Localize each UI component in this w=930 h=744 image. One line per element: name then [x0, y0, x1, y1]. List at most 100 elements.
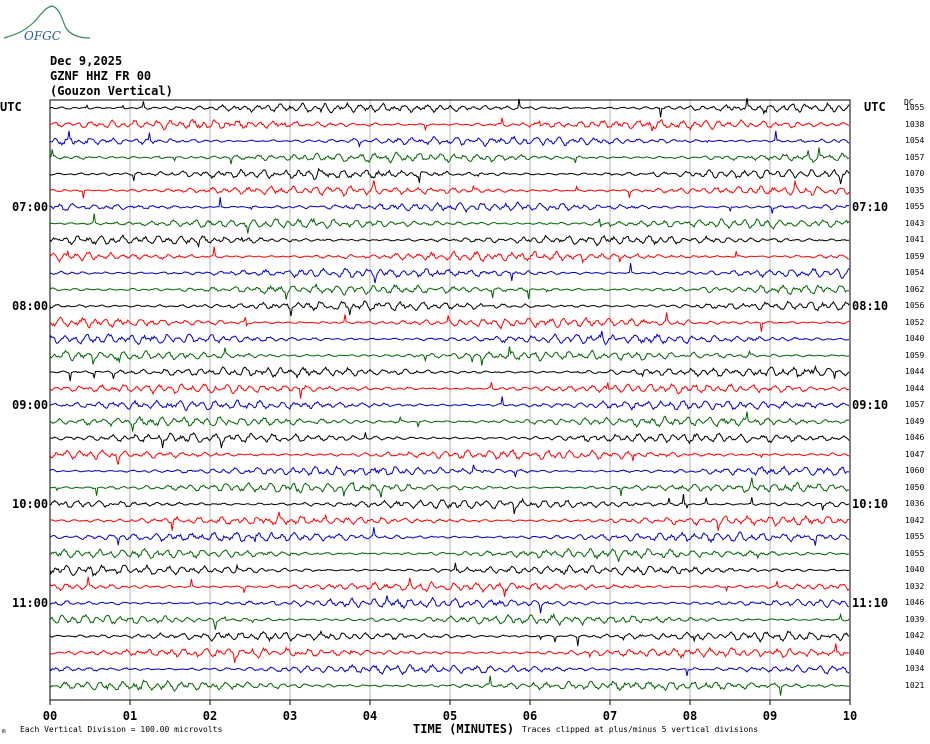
- trace-dc-value: 1040: [905, 565, 925, 575]
- trace-line: [49, 130, 850, 149]
- trace-dc-value: 1055: [905, 532, 925, 542]
- trace-dc-value: 1046: [905, 433, 925, 443]
- trace-line: [49, 196, 850, 214]
- trace-line: [49, 234, 850, 249]
- trace-dc-value: 1052: [905, 317, 925, 327]
- trace-dc-value: 1047: [905, 449, 925, 459]
- left-time-label: 11:00: [12, 596, 49, 611]
- clipping-note: Traces clipped at plus/minus 5 vertical …: [522, 725, 759, 734]
- ofgc-logo: OFGC: [3, 5, 90, 43]
- x-tick-label: 00: [42, 709, 58, 723]
- trace-dc-value: 1054: [905, 268, 925, 278]
- right-time-label: 10:10: [852, 497, 889, 512]
- trace-dc-value: 1042: [905, 631, 925, 641]
- trace-dc-value: 1021: [905, 680, 925, 690]
- division-note: Each Vertical Division = 100.00 microvol…: [20, 725, 223, 734]
- logo-mountain: [3, 5, 90, 39]
- trace-dc-value: 1032: [905, 581, 925, 591]
- x-tick-label: 09: [762, 709, 778, 723]
- trace-line: [49, 180, 850, 199]
- trace-line: [49, 167, 850, 185]
- trace-dc-value: 1050: [905, 482, 925, 492]
- trace-dc-value: 1040: [905, 334, 925, 344]
- trace-dc-value: 1038: [905, 119, 925, 129]
- header-station: GZNF HHZ FR 00: [50, 69, 152, 83]
- logo-text: OFGC: [24, 29, 61, 43]
- trace-dc-value: 1049: [905, 416, 925, 426]
- trace-dc-value: 1055: [905, 548, 925, 558]
- trace-line: [49, 213, 850, 234]
- trace-dc-value: 1060: [905, 466, 925, 476]
- trace-dc-value: 1046: [905, 598, 925, 608]
- trace-dc-value: 1055: [905, 202, 925, 212]
- trace-line: [49, 547, 850, 562]
- trace-line: [49, 629, 850, 647]
- header-location: (Gouzon Vertical): [50, 84, 173, 98]
- x-axis-title: TIME (MINUTES): [413, 722, 515, 736]
- trace-dc-value: 1059: [905, 350, 925, 360]
- trace-dc-value: 1035: [905, 185, 925, 195]
- trace-dc-value: 1040: [905, 647, 925, 657]
- trace-line: [49, 147, 850, 165]
- right-time-label: 11:10: [852, 596, 889, 611]
- trace-dc-value: 1055: [905, 103, 925, 112]
- left-time-label: 09:00: [12, 398, 49, 413]
- trace-dc-value: 1039: [905, 614, 925, 624]
- trace-line: [49, 663, 850, 676]
- trace-line: [49, 382, 850, 399]
- right-time-label: 07:10: [852, 200, 889, 215]
- trace-line: [49, 411, 850, 432]
- trace-line: [49, 300, 850, 317]
- trace-line: [49, 432, 850, 449]
- x-tick-label: 04: [362, 709, 378, 723]
- trace-line: [50, 396, 850, 411]
- trace-dc-value: 1034: [905, 664, 925, 674]
- trace-line: [49, 364, 850, 382]
- trace-line: [49, 675, 850, 696]
- trace-line: [49, 346, 850, 366]
- trace-line: [49, 643, 850, 663]
- trace-line: [49, 464, 850, 478]
- trace-line: [49, 576, 850, 597]
- trace-dc-value: 1044: [905, 383, 925, 393]
- trace-dc-value: 1062: [905, 284, 925, 294]
- trace-dc-value: 1041: [905, 235, 925, 245]
- trace-dc-value: 1057: [905, 152, 925, 162]
- trace-dc-value: 1056: [905, 301, 925, 311]
- trace-line: [49, 312, 850, 332]
- trace-dc-value: 1059: [905, 251, 925, 261]
- utc-label-right: UTC: [864, 100, 886, 114]
- x-tick-label: 01: [122, 709, 138, 723]
- trace-dc-value: 1044: [905, 367, 925, 377]
- trace-line: [49, 562, 850, 578]
- trace-line: [49, 511, 850, 531]
- x-tick-label: 10: [842, 709, 858, 723]
- trace-line: [49, 330, 850, 346]
- x-tick-label: 05: [442, 709, 458, 723]
- x-tick-label: 08: [682, 709, 698, 723]
- trace-dc-value: 1043: [905, 218, 925, 228]
- x-tick-label: 02: [202, 709, 218, 723]
- trace-line: [49, 246, 850, 264]
- trace-dc-value: 1054: [905, 136, 925, 145]
- right-time-label: 09:10: [852, 398, 889, 413]
- x-tick-label: 07: [602, 709, 618, 723]
- utc-label-left: UTC: [0, 100, 22, 114]
- trace-line: [49, 117, 850, 132]
- x-tick-label: 06: [522, 709, 538, 723]
- trace-line: [49, 477, 850, 498]
- right-time-label: 08:10: [852, 299, 889, 314]
- trace-line: [49, 595, 850, 614]
- trace-line: [49, 97, 850, 118]
- trace-line: [49, 282, 850, 300]
- trace-line: [49, 612, 850, 630]
- dc-label: DC: [904, 98, 914, 107]
- trace-line: [49, 263, 850, 284]
- left-time-label: 07:00: [12, 200, 49, 215]
- left-time-label: 10:00: [12, 497, 49, 512]
- trace-dc-value: 1057: [905, 400, 925, 410]
- left-time-label: 08:00: [12, 299, 49, 314]
- x-tick-label: 03: [282, 709, 298, 723]
- trace-line: [49, 527, 850, 546]
